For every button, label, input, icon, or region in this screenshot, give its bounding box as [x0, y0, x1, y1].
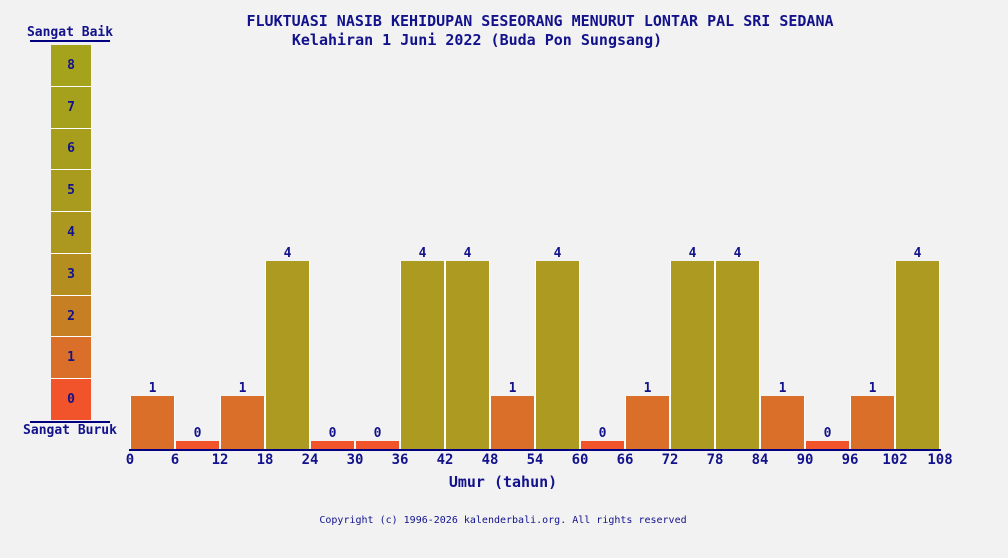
- bar-value-label: 1: [238, 381, 247, 396]
- scale-cell-4: 4: [51, 212, 91, 253]
- fate-scale: 8 7 6 5 4 3 2 1 0: [51, 45, 91, 421]
- x-tick-label-12: 12: [211, 452, 229, 468]
- bar-value-label: 1: [778, 381, 787, 396]
- scale-top-divider: [30, 40, 110, 42]
- scale-cell-value: 5: [67, 183, 75, 199]
- scale-cell-5: 5: [51, 170, 91, 212]
- x-tick-label-24: 24: [301, 452, 319, 468]
- chart-title: FLUKTUASI NASIB KEHIDUPAN SESEORANG MENU…: [246, 12, 834, 30]
- scale-top-label: Sangat Baik: [26, 25, 114, 40]
- scale-cell-0: 0: [51, 379, 91, 421]
- x-tick-label-66: 66: [616, 452, 634, 468]
- fortune-bar-age-36-42: [400, 261, 445, 449]
- bar-value-label: 4: [418, 246, 427, 261]
- x-axis-title: Umur (tahun): [448, 473, 558, 491]
- fortune-bar-age-12-18: [220, 396, 265, 449]
- x-tick-label-84: 84: [751, 452, 769, 468]
- footer-copyright: Copyright (c) 1996-2026 kalenderbali.org…: [319, 515, 687, 526]
- fortune-bar-age-96-102: [850, 396, 895, 449]
- x-tick-label-54: 54: [526, 452, 544, 468]
- bar-value-label: 4: [913, 246, 922, 261]
- x-tick-label-78: 78: [706, 452, 724, 468]
- scale-cell-value: 3: [67, 266, 75, 282]
- x-axis-line: [129, 449, 941, 451]
- bar-value-label: 4: [283, 246, 292, 261]
- scale-bottom-divider: [30, 421, 110, 423]
- bar-value-label: 0: [328, 426, 337, 441]
- x-tick-label-30: 30: [346, 452, 364, 468]
- fortune-bar-age-72-78: [670, 261, 715, 449]
- fortune-bar-age-48-54: [490, 396, 535, 449]
- scale-cell-value: 1: [67, 350, 75, 366]
- bar-value-label: 4: [688, 246, 697, 261]
- x-tick-label-108: 108: [927, 452, 953, 468]
- fortune-bar-age-42-48: [445, 261, 490, 449]
- fortune-bar-age-0-6: [130, 396, 175, 449]
- scale-cell-value: 0: [67, 392, 75, 408]
- fortune-bar-age-66-72: [625, 396, 670, 449]
- fortune-bar-age-18-24: [265, 261, 310, 449]
- bar-value-label: 0: [598, 426, 607, 441]
- bar-value-label: 1: [868, 381, 877, 396]
- fortune-bar-age-54-60: [535, 261, 580, 449]
- fortune-bar-age-90-96: [805, 441, 850, 449]
- scale-cell-8: 8: [51, 45, 91, 86]
- bar-value-label: 1: [643, 381, 652, 396]
- scale-cell-6: 6: [51, 128, 91, 170]
- chart-subtitle: Kelahiran 1 Juni 2022 (Buda Pon Sungsang…: [291, 31, 663, 49]
- scale-cell-7: 7: [51, 86, 91, 128]
- scale-cell-value: 6: [67, 141, 75, 157]
- x-tick-label-6: 6: [170, 452, 180, 468]
- bar-value-label: 0: [193, 426, 202, 441]
- fortune-bar-age-78-84: [715, 261, 760, 449]
- scale-cell-3: 3: [51, 253, 91, 295]
- bar-value-label: 0: [823, 426, 832, 441]
- scale-cell-2: 2: [51, 295, 91, 337]
- x-tick-label-96: 96: [841, 452, 859, 468]
- fortune-bar-age-60-66: [580, 441, 625, 449]
- scale-cell-1: 1: [51, 337, 91, 379]
- x-tick-label-48: 48: [481, 452, 499, 468]
- bar-value-label: 4: [463, 246, 472, 261]
- scale-cell-value: 2: [67, 308, 75, 324]
- x-tick-label-36: 36: [391, 452, 409, 468]
- x-tick-label-72: 72: [661, 452, 679, 468]
- bar-value-label: 1: [508, 381, 517, 396]
- fortune-bar-age-84-90: [760, 396, 805, 449]
- fortune-bar-age-30-36: [355, 441, 400, 449]
- x-tick-label-42: 42: [436, 452, 454, 468]
- scale-cell-value: 8: [67, 57, 75, 73]
- scale-cell-value: 7: [67, 99, 75, 115]
- x-tick-label-90: 90: [796, 452, 814, 468]
- bar-value-label: 0: [373, 426, 382, 441]
- x-tick-label-102: 102: [882, 452, 908, 468]
- fortune-bar-age-24-30: [310, 441, 355, 449]
- x-tick-label-60: 60: [571, 452, 589, 468]
- bar-value-label: 4: [733, 246, 742, 261]
- x-tick-label-18: 18: [256, 452, 274, 468]
- scale-bottom-label: Sangat Buruk: [23, 423, 117, 438]
- x-tick-label-0: 0: [125, 452, 135, 468]
- scale-cell-value: 4: [67, 225, 75, 241]
- bar-value-label: 1: [148, 381, 157, 396]
- fortune-bar-age-6-12: [175, 441, 220, 449]
- bar-value-label: 4: [553, 246, 562, 261]
- fortune-bar-age-102-108: [895, 261, 940, 449]
